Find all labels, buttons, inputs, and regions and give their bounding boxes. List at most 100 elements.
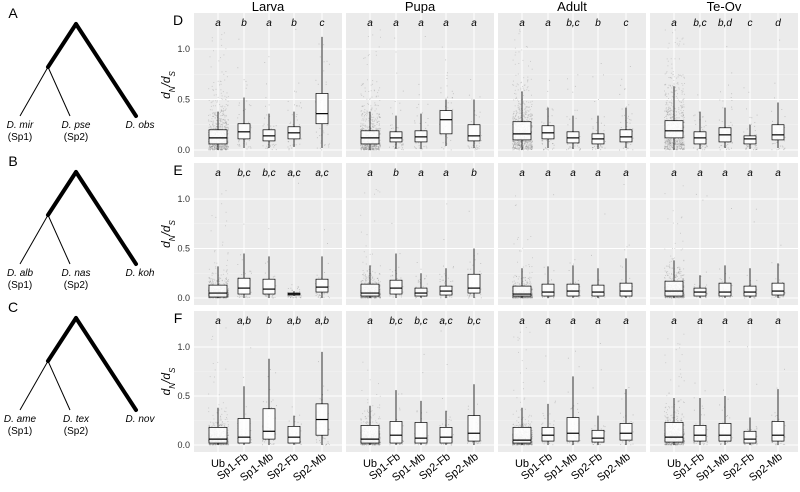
point (372, 149, 374, 151)
point (680, 148, 682, 150)
point (532, 141, 533, 143)
point (218, 283, 220, 285)
point (706, 145, 708, 146)
point (681, 115, 683, 117)
point (292, 291, 294, 293)
point (379, 130, 381, 132)
point (294, 294, 296, 296)
point (222, 91, 224, 93)
point (681, 148, 683, 150)
point (370, 90, 372, 92)
point (619, 149, 620, 151)
point (366, 297, 368, 299)
point (361, 115, 363, 117)
point (517, 106, 519, 108)
point (219, 297, 221, 299)
point (665, 107, 667, 109)
point (683, 144, 685, 146)
point (378, 116, 380, 118)
point (515, 143, 517, 145)
point (370, 116, 372, 118)
point (221, 193, 223, 195)
point (677, 144, 679, 146)
point (219, 296, 221, 298)
y-axis-label-sub-s: S (168, 70, 177, 76)
point (669, 109, 671, 111)
point (328, 297, 330, 299)
point (527, 147, 529, 149)
point (327, 123, 329, 125)
point (215, 297, 217, 299)
point (224, 148, 226, 150)
point (246, 295, 248, 297)
point (224, 110, 226, 111)
point (475, 148, 477, 150)
point (363, 129, 364, 131)
point (668, 42, 670, 44)
point (211, 284, 213, 286)
point (211, 128, 213, 130)
point (668, 139, 670, 141)
point (225, 148, 227, 150)
point (512, 141, 514, 143)
point (216, 114, 218, 116)
point (375, 144, 377, 146)
point (241, 274, 243, 276)
point (368, 296, 370, 298)
point (666, 103, 667, 105)
point (676, 149, 678, 151)
point (592, 128, 594, 130)
point (676, 147, 678, 149)
point (676, 83, 678, 85)
point (371, 148, 373, 150)
point (629, 128, 631, 130)
point (682, 143, 684, 145)
point (226, 127, 228, 128)
point (375, 148, 377, 150)
point (224, 118, 226, 120)
significance-letter: a (215, 18, 221, 29)
point (215, 127, 217, 129)
box-sp2-mb (315, 278, 329, 293)
point (223, 122, 225, 124)
point (320, 297, 322, 299)
point (706, 146, 708, 148)
point (678, 139, 680, 141)
point (667, 87, 669, 89)
point (520, 82, 522, 84)
point (374, 297, 376, 299)
significance-letter: a (671, 18, 677, 29)
point (208, 120, 210, 122)
point (368, 296, 370, 298)
point (360, 144, 362, 146)
point (214, 147, 216, 149)
point (513, 140, 515, 142)
point (362, 280, 364, 282)
point (671, 95, 673, 97)
point (415, 148, 417, 150)
point (209, 297, 210, 299)
point (379, 294, 381, 296)
point (592, 147, 594, 149)
point (728, 141, 730, 143)
point (227, 146, 229, 147)
point (361, 114, 362, 116)
point (600, 144, 602, 146)
point (216, 148, 218, 150)
point (665, 115, 667, 117)
point (224, 114, 226, 116)
point (516, 140, 518, 142)
point (512, 140, 513, 142)
point (672, 96, 674, 98)
point (375, 282, 377, 284)
point (212, 123, 214, 125)
panel-d-adult: a a b,c b c (498, 13, 646, 157)
point (268, 228, 270, 230)
point (516, 142, 518, 144)
point (525, 107, 527, 109)
point (225, 108, 227, 110)
point (209, 279, 211, 281)
point (512, 145, 514, 147)
point (523, 148, 525, 150)
point (518, 107, 520, 109)
